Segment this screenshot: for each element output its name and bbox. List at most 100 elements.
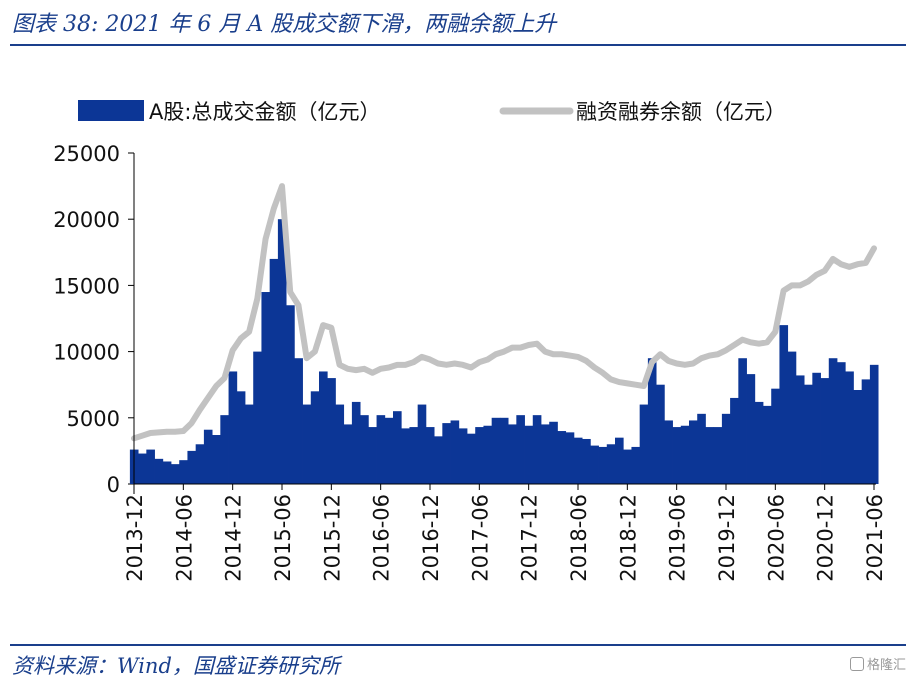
watermark: 格隆汇 <box>849 654 906 673</box>
turnover-bar <box>598 446 608 484</box>
y-tick-label: 25000 <box>53 142 120 166</box>
turnover-bar <box>335 404 345 484</box>
turnover-bar <box>795 375 805 484</box>
turnover-bar <box>138 453 147 484</box>
turnover-bar <box>853 390 863 484</box>
turnover-bar <box>623 449 632 484</box>
turnover-bar <box>705 427 715 484</box>
turnover-bar <box>590 445 599 484</box>
turnover-bar <box>228 371 238 484</box>
turnover-bar <box>286 305 295 484</box>
turnover-bar <box>171 464 180 484</box>
turnover-bar <box>680 425 690 484</box>
turnover-bar <box>220 415 229 484</box>
turnover-bar <box>820 378 830 484</box>
axes <box>133 153 876 494</box>
x-tick-label: 2019-06 <box>666 494 690 582</box>
margin-line <box>131 183 877 442</box>
source-note: 资料来源：Wind，国盛证券研究所 <box>12 654 340 678</box>
turnover-bar <box>417 404 427 484</box>
turnover-bar <box>401 428 410 484</box>
turnover-bar <box>162 461 172 484</box>
turnover-bar <box>491 417 501 484</box>
x-tick-label: 2015-06 <box>271 494 295 582</box>
turnover-bar <box>573 437 583 484</box>
x-tick-label: 2017-12 <box>518 494 542 582</box>
turnover-bar <box>845 371 854 484</box>
turnover-bar <box>828 358 838 484</box>
turnover-bar <box>812 372 821 484</box>
watermark-logo-icon <box>849 657 864 671</box>
turnover-bar <box>351 401 361 484</box>
turnover-bar <box>442 423 451 484</box>
turnover-bar <box>516 415 525 484</box>
turnover-bar <box>277 219 287 484</box>
turnover-bar <box>195 444 205 484</box>
turnover-bar <box>376 415 386 484</box>
y-axis: 0 5000 10000 15000 20000 25000 <box>53 142 134 497</box>
x-tick-label: 2020-12 <box>814 494 838 582</box>
turnover-bar <box>409 427 419 484</box>
turnover-bar <box>738 358 747 484</box>
x-tick-label: 2020-06 <box>764 494 788 582</box>
turnover-bar <box>672 427 682 484</box>
turnover-bar <box>746 374 756 484</box>
turnover-bar <box>837 362 846 484</box>
turnover-bar <box>499 417 509 484</box>
turnover-bar <box>689 420 698 484</box>
turnover-bar <box>294 358 303 484</box>
turnover-bar <box>541 424 550 484</box>
turnover-bar <box>236 391 246 484</box>
turnover-bar <box>582 438 591 484</box>
turnover-bar <box>261 292 271 484</box>
turnover-bar <box>532 415 542 484</box>
legend-swatch-turnover <box>78 100 144 121</box>
watermark-text: 格隆汇 <box>866 658 906 673</box>
x-tick-label: 2015-12 <box>320 494 344 582</box>
title-rule <box>10 44 906 46</box>
turnover-bar <box>647 358 657 484</box>
x-tick-label: 2016-12 <box>419 494 443 582</box>
turnover-bar <box>269 258 279 484</box>
margin-balance-line <box>131 183 877 442</box>
turnover-bar <box>508 424 517 484</box>
x-tick-label: 2017-06 <box>468 494 492 582</box>
x-axis: 2013-12 2014-06 2014-12 2015-06 2015-12 2016-… <box>123 484 887 582</box>
turnover-bar <box>656 384 665 484</box>
turnover-bar <box>450 420 460 484</box>
turnover-bar <box>458 428 468 484</box>
turnover-bar <box>368 427 377 484</box>
turnover-bar <box>804 384 813 484</box>
turnover-bar <box>763 405 772 484</box>
turnover-bar <box>319 371 328 484</box>
turnover-bar <box>203 429 213 484</box>
turnover-bar <box>664 420 673 484</box>
turnover-bar <box>343 424 353 484</box>
y-tick-label: 5000 <box>67 407 120 431</box>
turnover-bar <box>631 446 641 484</box>
turnover-bar <box>557 431 567 484</box>
turnover-bar <box>310 391 320 484</box>
figure-title: 图表 38: 2021 年 6 月 A 股成交额下滑，两融余额上升 <box>12 12 557 37</box>
turnover-bar <box>721 413 731 484</box>
turnover-bar <box>360 415 369 484</box>
turnover-bar <box>434 436 443 484</box>
turnover-bar <box>212 435 221 484</box>
turnover-bar <box>771 388 780 484</box>
x-tick-label: 2021-06 <box>863 494 887 582</box>
turnover-bar <box>869 364 879 484</box>
turnover-bar <box>253 351 262 484</box>
x-tick-label: 2018-12 <box>616 494 640 582</box>
turnover-bar <box>154 458 164 484</box>
x-tick-label: 2013-12 <box>123 494 147 582</box>
x-tick-label: 2014-06 <box>172 494 196 582</box>
turnover-bar <box>146 449 155 484</box>
legend-label-turnover: A股:总成交金额（亿元） <box>149 100 380 124</box>
turnover-bar <box>787 351 797 484</box>
turnover-bar <box>565 432 575 484</box>
turnover-bar <box>615 437 624 484</box>
turnover-bar <box>639 404 649 484</box>
turnover-bar <box>327 378 336 484</box>
turnover-bar <box>524 425 534 484</box>
